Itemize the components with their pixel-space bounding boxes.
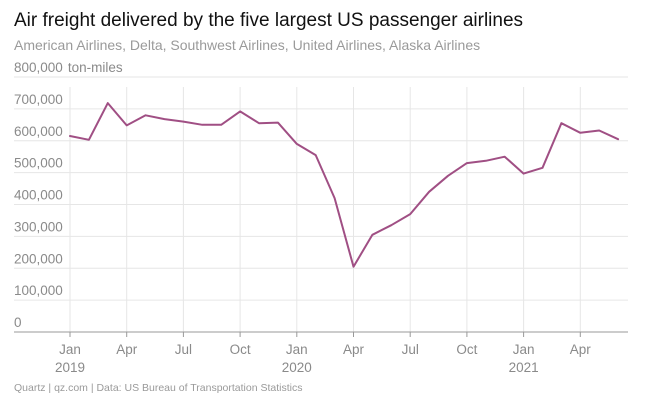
y-tick-label: 0 [14,315,22,330]
data-point [428,191,430,193]
x-tick-label: Jan [286,342,308,357]
x-tick-label: Jan [513,342,535,357]
x-year-label: 2021 [509,360,539,375]
y-tick-label: 300,000 [14,219,63,234]
y-axis: 0 100,000 200,000 300,000 400,000 500,000 600,… [14,60,123,330]
chart-footer-source: Quartz | qz.com | Data: US Bureau of Tra… [14,382,303,394]
x-tick-label: Jan [59,342,81,357]
data-point [220,124,222,126]
x-tick-label: Oct [456,342,477,357]
data-point [523,173,525,175]
x-year-label: 2019 [55,360,85,375]
data-point [542,167,544,169]
y-axis-unit-label: ton-miles [68,60,123,75]
data-point [598,130,600,132]
x-tick-label: Oct [230,342,251,357]
x-year-label: 2020 [282,360,312,375]
data-point [560,122,562,124]
x-axis: Jan 2019 Apr Jul Oct Jan 2020 Apr Jul Oct Jan 2021 A… [14,331,628,375]
data-point [239,110,241,112]
data-point [315,154,317,156]
y-tick-label: 400,000 [14,188,63,203]
data-point [258,122,260,124]
data-point [126,124,128,126]
data-point [353,266,355,268]
data-point [164,118,166,120]
y-tick-label: 100,000 [14,283,63,298]
y-tick-label: 500,000 [14,156,63,171]
data-point [145,114,147,116]
data-point [201,124,203,126]
data-point [334,197,336,199]
series-layer [69,102,620,268]
data-point [88,139,90,141]
chart-title: Air freight delivered by the five larges… [14,10,524,31]
x-tick-label: Apr [343,342,365,357]
data-point [409,213,411,215]
data-point [371,234,373,236]
series-line [69,102,620,268]
data-point [617,138,619,140]
data-point [447,175,449,177]
x-tick-label: Apr [116,342,138,357]
data-point [466,162,468,164]
data-point [277,122,279,124]
data-point [296,143,298,145]
y-tick-label: 700,000 [14,92,63,107]
data-point [69,135,71,137]
x-tick-label: Jul [175,342,192,357]
x-tick-label: Jul [402,342,419,357]
y-tick-label: 600,000 [14,124,63,139]
data-point [485,160,487,162]
x-tick-label: Apr [570,342,592,357]
gridlines [14,76,628,332]
data-point [390,224,392,226]
y-tick-label: 200,000 [14,251,63,266]
data-point [579,132,581,134]
data-point [107,102,109,104]
y-tick-label: 800,000 [14,60,63,75]
data-point [182,121,184,123]
data-point [504,156,506,158]
chart-subtitle: American Airlines, Delta, Southwest Airl… [14,37,481,53]
